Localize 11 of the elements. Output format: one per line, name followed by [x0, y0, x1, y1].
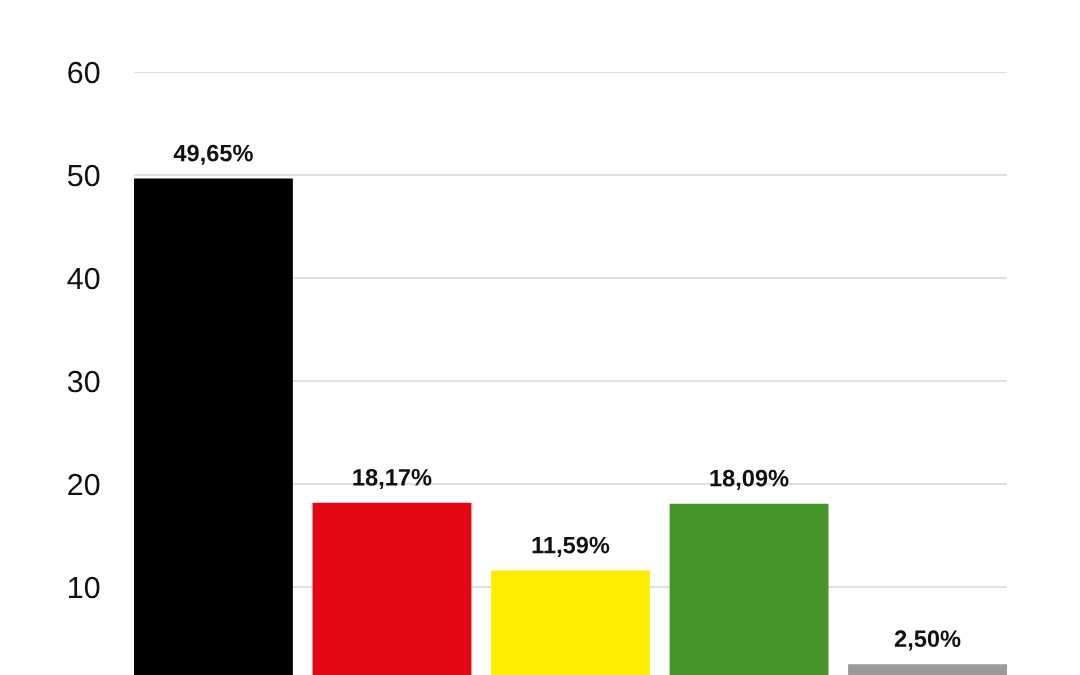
y-tick-label: 30: [67, 370, 100, 393]
y-tick-label: 50: [67, 164, 100, 187]
y-tick-label: 60: [68, 61, 100, 84]
data-label: 18,17%: [353, 468, 432, 490]
y-tick-label: 20: [68, 473, 100, 496]
data-label: 49,65%: [173, 144, 253, 165]
y-tick-label: 40: [67, 267, 100, 290]
data-label: 18,09%: [710, 469, 789, 490]
data-label: 2,50%: [894, 630, 961, 651]
data-label: 11,59%: [532, 536, 610, 557]
y-tick-label: 10: [69, 576, 100, 599]
